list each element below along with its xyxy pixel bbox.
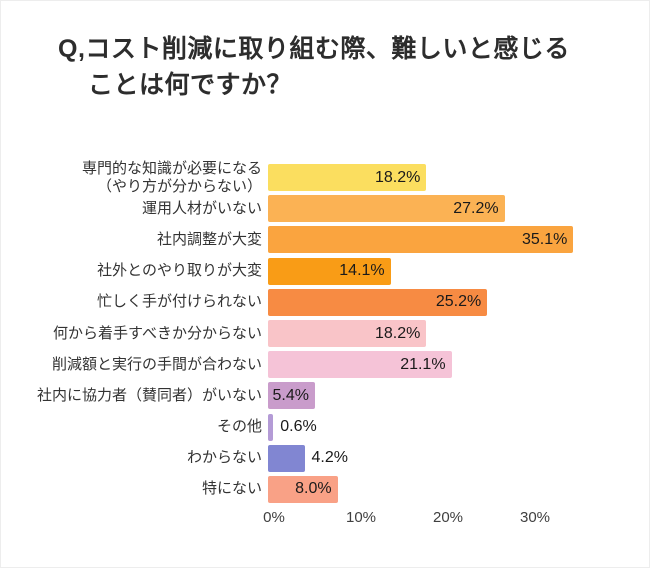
bar-track: 21.1% (268, 351, 649, 379)
title-line-2: ことは何ですか？ (88, 71, 293, 100)
category-label: 運用人材がいない (141, 199, 262, 217)
x-axis: 0% 10% 20% 30% (1, 509, 649, 531)
title-line-1: Q,コスト削減に取り組む際、難しいと感じる (58, 35, 570, 63)
bar-track: 18.2% (268, 164, 649, 192)
category-label: 忙しく手が付けられない (96, 293, 262, 311)
bar-row: 忙しく手が付けられない 25.2% (1, 287, 649, 318)
bar-track: 5.4% (268, 382, 649, 410)
bar: 25.2% (268, 288, 488, 316)
bar: 14.1% (268, 257, 391, 285)
value-label: 8.0% (295, 480, 332, 498)
value-label: 0.6% (280, 418, 317, 436)
bar-row: その他 0.6% (1, 412, 649, 443)
bar (268, 444, 305, 472)
bar-track: 14.1% (268, 257, 649, 285)
category-label: わからない (186, 449, 262, 467)
category-label: 特にない (201, 480, 262, 498)
bar-row: 何から着手すべきか分からない 18.2% (1, 318, 649, 349)
bar-row: 削減額と実行の手間が合わない 21.1% (1, 349, 649, 380)
category-label: その他 (216, 418, 262, 436)
bar-track: 18.2% (268, 320, 649, 348)
x-axis-tick: 30% (519, 509, 551, 526)
bar-track: 27.2% (268, 195, 649, 223)
bar-row: 社内に協力者（賛同者）がいない 5.4% (1, 380, 649, 411)
value-label: 27.2% (453, 199, 499, 217)
bar-row: わからない 4.2% (1, 443, 649, 474)
value-label: 18.2% (374, 168, 421, 186)
bar-track: 8.0% (268, 475, 649, 503)
bar: 27.2% (268, 195, 505, 223)
bar: 5.4% (268, 382, 315, 410)
bar-track: 35.1% (268, 226, 649, 254)
bar: 18.2% (268, 164, 427, 192)
bar-chart: 専門的な知識が必要になる （やり方が分からない） 18.2% 運用人材がいない 27.… (1, 159, 649, 505)
bar-track: 4.2% (268, 444, 649, 472)
bar: 35.1% (268, 226, 574, 254)
category-label: 社内に協力者（賛同者）がいない (36, 386, 262, 404)
value-label: 25.2% (435, 293, 482, 311)
category-label: 専門的な知識が必要になる （やり方が分からない） (81, 159, 262, 195)
bar-row: 専門的な知識が必要になる （やり方が分からない） 18.2% (1, 159, 649, 195)
value-label: 35.1% (521, 230, 568, 248)
bar: 8.0% (268, 475, 338, 503)
value-label: 21.1% (400, 355, 446, 373)
bar-track: 0.6% (268, 413, 649, 441)
bar: 18.2% (268, 320, 427, 348)
value-label: 4.2% (311, 449, 348, 467)
bar-row: 社外とのやり取りが大変 14.1% (1, 256, 649, 287)
value-label: 5.4% (272, 386, 309, 404)
x-axis-tick: 10% (345, 509, 377, 526)
category-label: 削減額と実行の手間が合わない (51, 355, 262, 373)
value-label: 18.2% (374, 324, 421, 342)
bar-track: 25.2% (268, 288, 649, 316)
bar: 21.1% (268, 351, 452, 379)
value-label: 14.1% (339, 262, 385, 280)
x-axis-tick: 0% (263, 509, 285, 526)
bar-row: 運用人材がいない 27.2% (1, 193, 649, 224)
bar-row: 社内調整が大変 35.1% (1, 224, 649, 255)
category-label: 社外とのやり取りが大変 (97, 262, 262, 280)
category-label: 何から着手すべきか分からない (53, 324, 262, 342)
category-label: 社内調整が大変 (156, 230, 262, 248)
x-axis-tick: 20% (432, 509, 464, 526)
bar-row: 特にない 8.0% (1, 474, 649, 505)
chart-title: Q,コスト削減に取り組む際、難しいと感じる ことは何ですか？ (58, 31, 570, 104)
bar (268, 413, 274, 441)
